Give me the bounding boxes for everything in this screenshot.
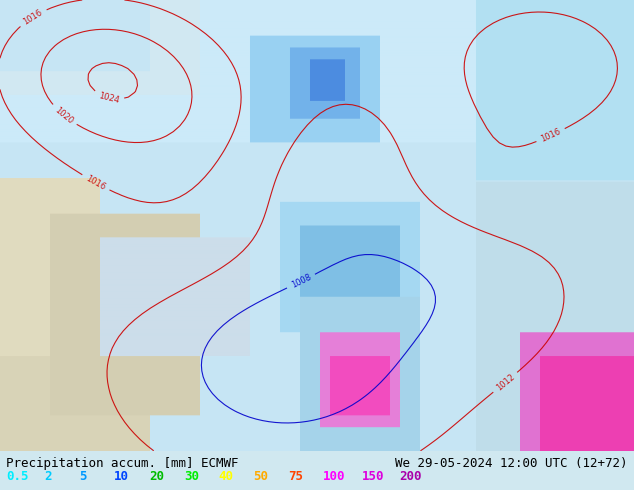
Text: 75: 75 (288, 470, 304, 483)
Text: Precipitation accum. [mm] ECMWF: Precipitation accum. [mm] ECMWF (6, 457, 239, 470)
Text: 0.5: 0.5 (6, 470, 29, 483)
Text: 30: 30 (184, 470, 199, 483)
Text: 1020: 1020 (53, 105, 75, 125)
Text: 10: 10 (114, 470, 129, 483)
Text: 20: 20 (149, 470, 164, 483)
Text: 1016: 1016 (22, 8, 44, 26)
Text: 1016: 1016 (84, 173, 107, 192)
Text: 1024: 1024 (98, 91, 120, 105)
Text: 50: 50 (254, 470, 269, 483)
Text: 1016: 1016 (540, 127, 562, 144)
Text: 1012: 1012 (495, 372, 516, 392)
Text: 40: 40 (219, 470, 234, 483)
Text: We 29-05-2024 12:00 UTC (12+72): We 29-05-2024 12:00 UTC (12+72) (395, 457, 628, 470)
Text: 150: 150 (361, 470, 384, 483)
Text: 100: 100 (323, 470, 346, 483)
Text: 200: 200 (399, 470, 422, 483)
Text: 1008: 1008 (290, 272, 313, 290)
Text: 5: 5 (79, 470, 87, 483)
Text: 2: 2 (44, 470, 52, 483)
